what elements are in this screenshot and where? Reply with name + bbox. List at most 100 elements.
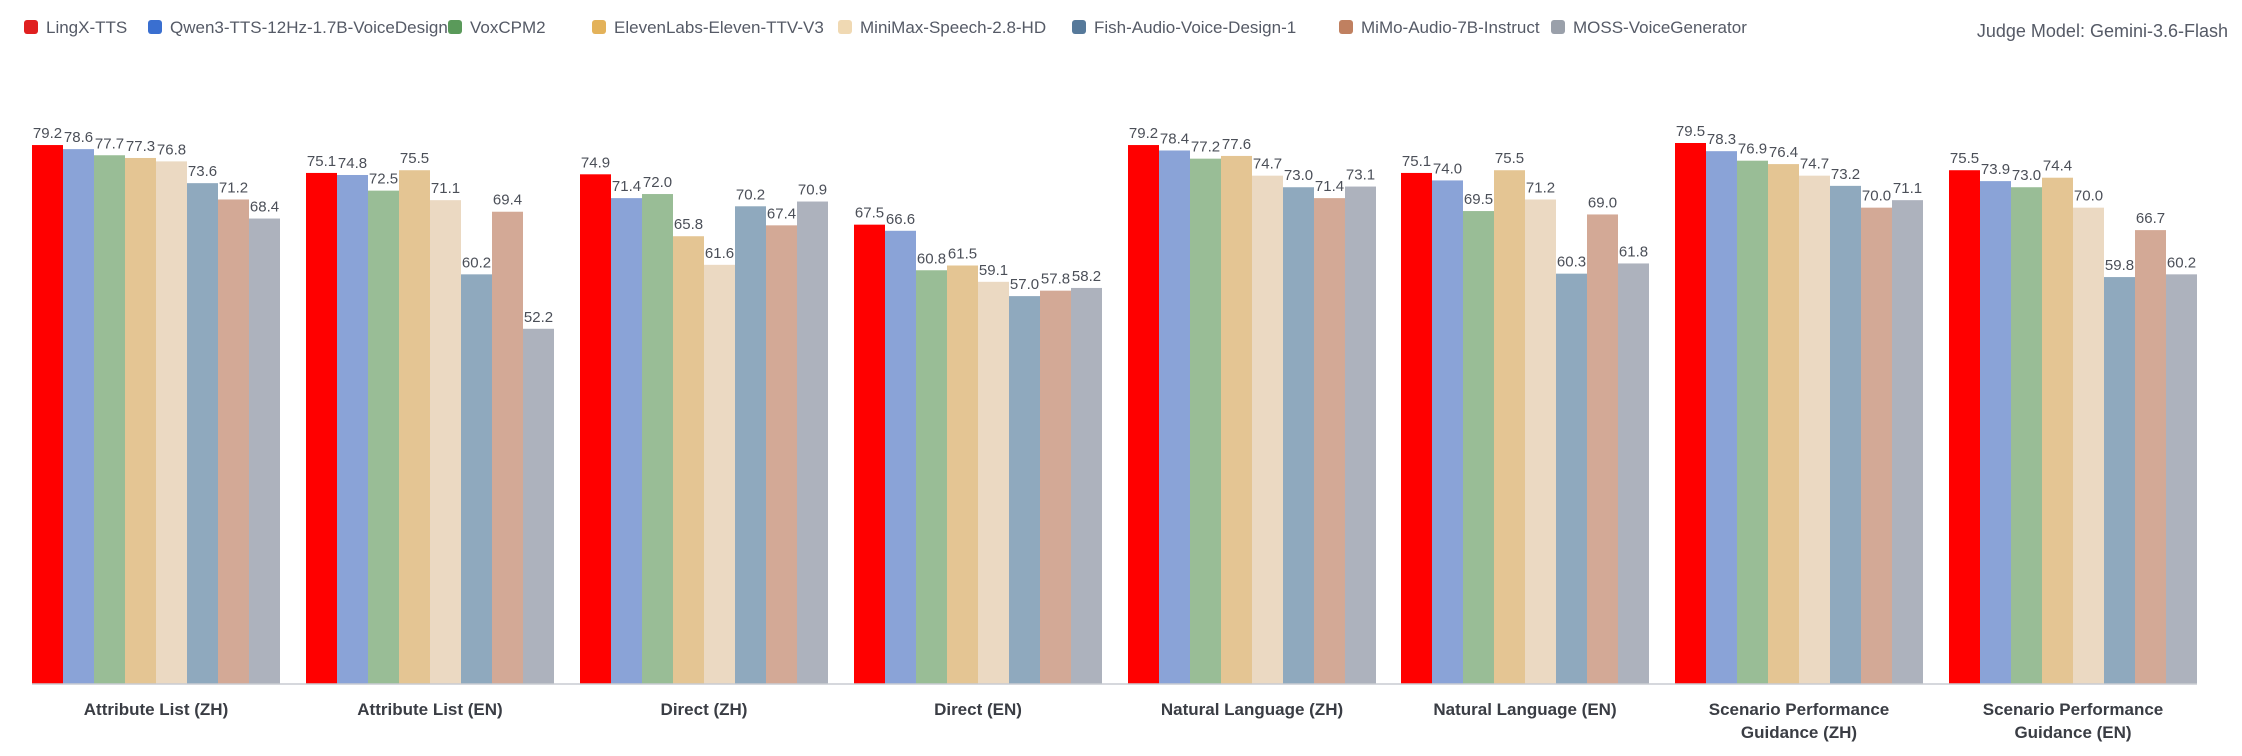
bar-value-label: 77.3 xyxy=(126,138,155,155)
bar[interactable] xyxy=(1587,214,1618,684)
bar[interactable] xyxy=(1737,160,1768,684)
bar[interactable] xyxy=(187,183,218,685)
category-label: Direct (ZH) xyxy=(661,700,748,719)
bar[interactable] xyxy=(735,206,766,684)
bar[interactable] xyxy=(1556,273,1587,684)
bar-value-label: 71.2 xyxy=(1526,179,1555,196)
bar[interactable] xyxy=(1525,199,1556,684)
bar-value-label: 75.1 xyxy=(1402,153,1431,170)
bar[interactable] xyxy=(1949,170,1980,684)
bar[interactable] xyxy=(1892,200,1923,685)
legend-label[interactable]: LingX-TTS xyxy=(46,18,127,37)
bar[interactable] xyxy=(1830,185,1861,684)
bar[interactable] xyxy=(885,230,916,685)
bar[interactable] xyxy=(1128,145,1159,684)
legend-swatch xyxy=(1551,20,1565,34)
bar[interactable] xyxy=(1345,186,1376,684)
bar-value-label: 75.5 xyxy=(1950,150,1979,167)
bar[interactable] xyxy=(947,265,978,684)
bar[interactable] xyxy=(1463,211,1494,685)
bar[interactable] xyxy=(2135,230,2166,684)
bar[interactable] xyxy=(1159,150,1190,684)
bar[interactable] xyxy=(1799,175,1830,684)
bar[interactable] xyxy=(1283,187,1314,685)
bar[interactable] xyxy=(2166,274,2197,684)
bar-value-label: 78.6 xyxy=(64,129,93,146)
bar[interactable] xyxy=(704,264,735,684)
bar[interactable] xyxy=(1768,164,1799,684)
bar[interactable] xyxy=(2073,207,2104,684)
bar-value-label: 70.2 xyxy=(736,186,765,203)
legend: LingX-TTS Qwen3-TTS-12Hz-1.7B-VoiceDesign… xyxy=(24,18,1747,37)
bar[interactable] xyxy=(337,174,368,684)
bar-value-label: 74.0 xyxy=(1433,160,1462,177)
bar[interactable] xyxy=(1432,180,1463,684)
bar[interactable] xyxy=(797,201,828,684)
bar-value-label: 73.1 xyxy=(1346,167,1375,184)
bar[interactable] xyxy=(1675,143,1706,684)
bar[interactable] xyxy=(1861,207,1892,684)
bar[interactable] xyxy=(1071,287,1102,684)
bar[interactable] xyxy=(430,200,461,685)
bar[interactable] xyxy=(32,145,63,684)
bar-value-label: 72.5 xyxy=(369,171,398,188)
bar[interactable] xyxy=(611,198,642,685)
bar[interactable] xyxy=(580,174,611,685)
bar-value-label: 69.0 xyxy=(1588,194,1617,211)
bar-value-label: 74.7 xyxy=(1800,156,1829,173)
bar[interactable] xyxy=(368,190,399,684)
bar[interactable] xyxy=(1618,263,1649,684)
bar[interactable] xyxy=(1190,158,1221,685)
legend-label[interactable]: MiniMax-Speech-2.8-HD xyxy=(860,18,1046,37)
bar[interactable] xyxy=(249,218,280,684)
bar[interactable] xyxy=(854,224,885,684)
bar[interactable] xyxy=(916,270,947,684)
bar[interactable] xyxy=(156,161,187,685)
bar[interactable] xyxy=(63,149,94,684)
bar-value-label: 60.2 xyxy=(462,254,491,271)
bar[interactable] xyxy=(1314,198,1345,685)
legend-label[interactable]: Fish-Audio-Voice-Design-1 xyxy=(1094,18,1296,37)
bar[interactable] xyxy=(1706,151,1737,684)
bar[interactable] xyxy=(2042,177,2073,684)
bar-value-label: 67.4 xyxy=(767,205,796,222)
bar-value-label: 75.5 xyxy=(400,150,429,167)
bar[interactable] xyxy=(461,274,492,684)
category-labels: Attribute List (ZH) Attribute List (EN) Di… xyxy=(84,700,2163,742)
bar-value-label: 78.3 xyxy=(1707,131,1736,148)
bar-value-label: 76.8 xyxy=(157,141,186,158)
bar-value-label: 71.1 xyxy=(1893,180,1922,197)
bar[interactable] xyxy=(2104,277,2135,684)
legend-label[interactable]: MOSS-VoiceGenerator xyxy=(1573,18,1747,37)
bar[interactable] xyxy=(125,157,156,684)
bar[interactable] xyxy=(306,172,337,684)
bar[interactable] xyxy=(978,281,1009,684)
bar[interactable] xyxy=(218,199,249,684)
bar-value-label: 79.2 xyxy=(1129,125,1158,142)
bar-value-label: 73.2 xyxy=(1831,166,1860,183)
bar[interactable] xyxy=(523,328,554,684)
bar[interactable] xyxy=(766,225,797,684)
bar[interactable] xyxy=(673,236,704,684)
bar[interactable] xyxy=(1494,170,1525,684)
bar[interactable] xyxy=(1009,296,1040,684)
legend-label[interactable]: VoxCPM2 xyxy=(470,18,546,37)
legend-label[interactable]: MiMo-Audio-7B-Instruct xyxy=(1361,18,1540,37)
bar[interactable] xyxy=(2011,187,2042,685)
bar[interactable] xyxy=(1040,290,1071,684)
legend-label[interactable]: ElevenLabs-Eleven-TTV-V3 xyxy=(614,18,824,37)
bar[interactable] xyxy=(1980,181,2011,684)
bar[interactable] xyxy=(399,170,430,684)
legend-label[interactable]: Qwen3-TTS-12Hz-1.7B-VoiceDesign xyxy=(170,18,448,37)
bar[interactable] xyxy=(492,211,523,684)
bar[interactable] xyxy=(1252,175,1283,684)
bar-value-label: 52.2 xyxy=(524,309,553,326)
bar-value-label: 77.2 xyxy=(1191,139,1220,156)
bar-value-label: 71.4 xyxy=(1315,178,1344,195)
bar[interactable] xyxy=(1401,172,1432,684)
bar[interactable] xyxy=(642,194,673,685)
bar[interactable] xyxy=(1221,155,1252,684)
bar-value-label: 74.4 xyxy=(2043,158,2072,175)
bar[interactable] xyxy=(94,155,125,685)
